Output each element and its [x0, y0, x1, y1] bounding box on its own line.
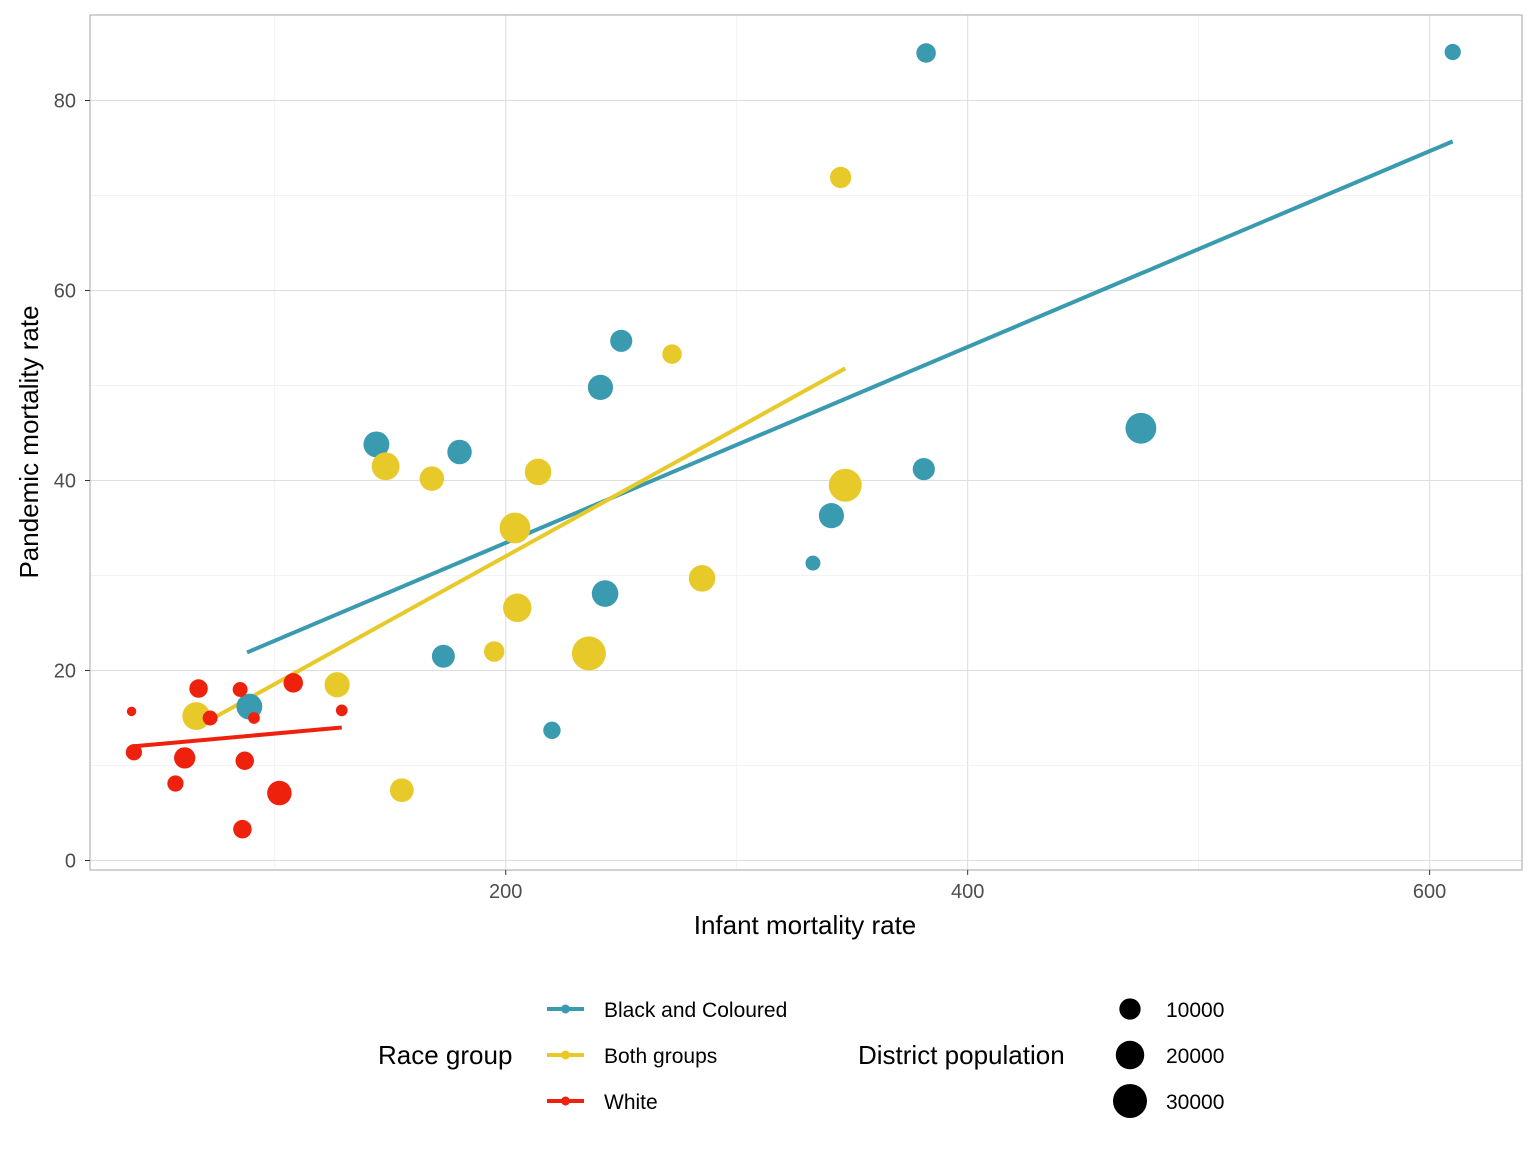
size-legend-key	[1119, 998, 1141, 1020]
data-point	[267, 780, 292, 806]
y-tick-label: 40	[54, 471, 76, 493]
data-point	[174, 747, 196, 769]
data-point	[912, 458, 935, 481]
data-point	[233, 819, 252, 839]
data-point	[829, 166, 852, 189]
data-point	[248, 712, 260, 724]
data-point	[805, 555, 821, 571]
size-legend-key	[1115, 1040, 1145, 1070]
data-point	[235, 751, 254, 770]
data-point	[324, 672, 350, 698]
grid	[90, 15, 1522, 870]
y-tick-label: 80	[54, 91, 76, 113]
color-legend-label: White	[604, 1091, 658, 1114]
data-point	[483, 641, 505, 662]
axis-ticks: 200 400 600 0 20 40 60 80	[54, 91, 1447, 904]
size-legend-label: 30000	[1166, 1091, 1224, 1114]
data-point	[189, 679, 208, 698]
trend-line	[195, 366, 847, 730]
size-legend-key	[1113, 1084, 1147, 1118]
data-point	[182, 702, 211, 731]
data-point	[524, 458, 552, 486]
data-point	[1444, 43, 1461, 61]
color-legend-key-dot	[561, 1050, 570, 1060]
plot-panel-border	[89, 14, 1523, 871]
x-tick-label: 200	[489, 881, 522, 903]
trend-lines	[131, 139, 1454, 749]
data-point	[828, 468, 862, 502]
size-legend: District population 10000 20000 30000	[858, 998, 1224, 1118]
data-point	[499, 512, 531, 544]
color-legend-label: Black and Coloured	[604, 999, 787, 1022]
data-point	[688, 565, 716, 592]
data-point	[571, 636, 606, 671]
color-legend: Race group Black and Coloured Both groups…	[378, 999, 787, 1114]
data-point	[125, 744, 143, 761]
data-point	[818, 503, 845, 529]
data-point	[126, 706, 137, 717]
data-point	[447, 439, 472, 465]
data-point	[371, 452, 400, 481]
data-point	[389, 778, 414, 803]
trend-line	[246, 139, 1454, 655]
data-point	[283, 673, 303, 693]
x-axis-title: Infant mortality rate	[694, 910, 917, 940]
data-point	[1125, 412, 1157, 444]
size-legend-label: 20000	[1166, 1045, 1224, 1068]
y-tick-label: 0	[65, 851, 76, 873]
data-point	[167, 775, 184, 792]
y-tick-label: 20	[54, 661, 76, 683]
data-point	[419, 466, 445, 491]
data-point	[916, 43, 936, 63]
data-point	[232, 682, 248, 697]
color-legend-key-dot	[561, 1004, 570, 1014]
x-tick-label: 400	[951, 881, 984, 903]
data-point	[431, 644, 455, 668]
y-axis-title: Pandemic mortality rate	[14, 305, 44, 578]
data-point	[202, 710, 218, 726]
data-point	[591, 580, 619, 607]
y-tick-label: 60	[54, 281, 76, 303]
data-point	[587, 374, 614, 401]
x-tick-label: 600	[1413, 881, 1446, 903]
size-legend-title: District population	[858, 1040, 1065, 1070]
color-legend-key-dot	[561, 1096, 570, 1106]
color-legend-label: Both groups	[604, 1045, 717, 1068]
data-point	[543, 721, 561, 740]
data-point	[662, 344, 682, 364]
color-legend-title: Race group	[378, 1040, 512, 1070]
data-point	[335, 704, 348, 717]
data-point	[363, 431, 390, 458]
data-point	[503, 593, 532, 623]
trend-line	[131, 725, 342, 749]
size-legend-label: 10000	[1166, 999, 1224, 1022]
data-points	[125, 43, 1461, 839]
data-point	[610, 329, 633, 352]
